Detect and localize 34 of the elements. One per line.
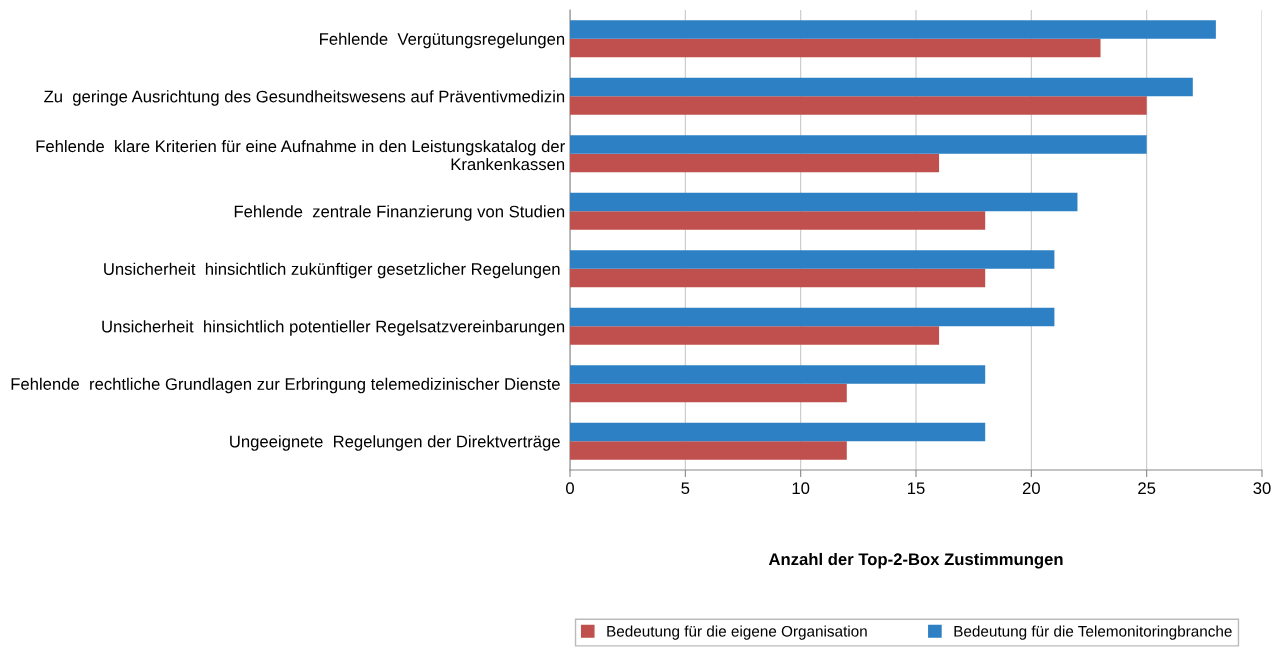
bar <box>570 268 986 288</box>
x-tick-label: 5 <box>681 482 690 495</box>
bar <box>570 192 1078 212</box>
bar <box>570 383 847 403</box>
x-tick-label: 25 <box>1138 482 1156 495</box>
y-tick-label: Ungeeignete Regelungen der Direktverträge <box>230 435 560 451</box>
x-tick-label: 15 <box>908 482 925 495</box>
y-tick-label: Fehlende rechtliche Grundlagen zur Erbringung telemedizinischer Dienste <box>11 377 560 394</box>
y-tick-label: Unsicherheit hinsichtlich potentieller Regelsatzvereinbarungen <box>102 320 565 336</box>
bar <box>570 135 1147 154</box>
bar <box>570 211 986 230</box>
x-axis-title: Anzahl der Top-2-Box Zustimmungen <box>768 552 1063 569</box>
bar <box>570 422 986 442</box>
y-tick-label: Fehlende Vergütungsregelungen <box>320 32 565 49</box>
y-tick-label: Zu geringe Ausrichtung des Gesundheitswesens auf Präventivmedizin <box>44 90 565 106</box>
bar <box>570 307 1055 327</box>
bar <box>570 441 847 460</box>
bar <box>570 77 1193 97</box>
bar <box>570 250 1055 269</box>
bar <box>570 326 940 345</box>
bar <box>570 20 1216 39</box>
x-tick-label: 0 <box>566 482 574 495</box>
bar <box>570 96 1147 115</box>
y-tick-label: Fehlende klare Kriterien für eine Aufnahme in den Leistungskatalog der Krankenkassen <box>36 139 565 171</box>
bar <box>570 38 1101 58</box>
x-tick-label: 10 <box>792 482 810 495</box>
legend-label: Bedeutung für die Telemonitoringbranche <box>954 625 1232 640</box>
bar <box>570 365 986 384</box>
y-tick-label: Unsicherheit hinsichtlich zukünftiger gesetzlicher Regelungen <box>104 262 560 279</box>
legend-label: Bedeutung für die eigene Organisation <box>607 625 867 640</box>
bar <box>570 153 940 173</box>
y-tick-label: Fehlende zentrale Finanzierung von Studien <box>234 205 565 221</box>
x-tick-label: 30 <box>1253 482 1271 495</box>
x-tick-label: 20 <box>1022 482 1040 495</box>
